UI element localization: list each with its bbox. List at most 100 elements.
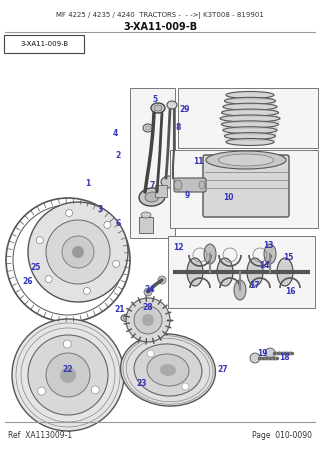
FancyBboxPatch shape <box>155 185 167 197</box>
Circle shape <box>60 367 76 383</box>
Text: 14: 14 <box>259 260 269 270</box>
Text: 29: 29 <box>180 106 190 115</box>
Text: 10: 10 <box>223 193 233 202</box>
Text: 2: 2 <box>116 150 121 159</box>
Ellipse shape <box>220 115 280 122</box>
Circle shape <box>147 350 154 357</box>
Ellipse shape <box>221 109 278 116</box>
Ellipse shape <box>121 334 215 406</box>
Ellipse shape <box>221 121 278 128</box>
Ellipse shape <box>226 139 274 145</box>
Circle shape <box>265 348 275 358</box>
Text: 16: 16 <box>285 288 295 297</box>
Text: 1: 1 <box>85 178 91 188</box>
Text: 13: 13 <box>263 241 273 250</box>
Text: 3: 3 <box>97 206 103 215</box>
Bar <box>130 88 175 238</box>
Circle shape <box>62 236 94 268</box>
Text: 6: 6 <box>116 218 121 227</box>
Ellipse shape <box>247 258 263 286</box>
Text: 26: 26 <box>23 278 33 286</box>
Text: 18: 18 <box>279 353 289 362</box>
Text: Page  010-0090: Page 010-0090 <box>252 430 312 439</box>
Text: 8: 8 <box>175 124 181 132</box>
Ellipse shape <box>134 344 202 396</box>
Circle shape <box>182 383 189 390</box>
Text: MF 4225 / 4235 / 4240  TRACTORS -  - ->| K3T008 - 819901: MF 4225 / 4235 / 4240 TRACTORS - - ->| K… <box>56 12 264 19</box>
Ellipse shape <box>174 180 182 190</box>
Ellipse shape <box>223 127 277 134</box>
Circle shape <box>63 340 71 348</box>
Ellipse shape <box>187 258 203 286</box>
FancyBboxPatch shape <box>174 178 206 192</box>
Ellipse shape <box>121 314 131 322</box>
Circle shape <box>142 314 154 326</box>
Ellipse shape <box>223 103 277 110</box>
Text: 3-XA11-009-B: 3-XA11-009-B <box>123 22 197 32</box>
Ellipse shape <box>225 97 276 104</box>
Text: 22: 22 <box>63 366 73 375</box>
Circle shape <box>134 306 162 334</box>
Text: 24: 24 <box>145 285 155 294</box>
Ellipse shape <box>234 280 246 300</box>
Ellipse shape <box>139 188 165 206</box>
Circle shape <box>46 353 90 397</box>
Ellipse shape <box>199 181 205 189</box>
Text: 21: 21 <box>115 305 125 314</box>
Ellipse shape <box>219 154 274 166</box>
Circle shape <box>113 260 120 267</box>
Ellipse shape <box>277 258 293 286</box>
Circle shape <box>46 220 110 284</box>
Circle shape <box>144 288 152 296</box>
Ellipse shape <box>161 176 177 188</box>
Text: 27: 27 <box>218 366 228 375</box>
Ellipse shape <box>146 126 150 130</box>
Bar <box>168 236 315 308</box>
Circle shape <box>91 386 99 394</box>
Circle shape <box>12 319 124 431</box>
Ellipse shape <box>204 244 216 264</box>
Ellipse shape <box>225 133 276 140</box>
Ellipse shape <box>217 258 233 286</box>
Ellipse shape <box>167 101 177 109</box>
Ellipse shape <box>141 212 151 218</box>
Circle shape <box>250 353 260 363</box>
Text: 19: 19 <box>257 350 267 358</box>
Text: 4: 4 <box>112 129 118 138</box>
Text: 28: 28 <box>143 304 153 313</box>
Circle shape <box>45 276 52 283</box>
Text: 25: 25 <box>31 264 41 273</box>
Circle shape <box>28 202 128 302</box>
Ellipse shape <box>226 92 274 98</box>
Ellipse shape <box>145 192 159 202</box>
Bar <box>170 150 318 228</box>
Text: 3-XA11-009-B: 3-XA11-009-B <box>20 41 68 47</box>
Text: 12: 12 <box>173 244 183 252</box>
Circle shape <box>72 246 84 258</box>
FancyBboxPatch shape <box>139 217 153 233</box>
Circle shape <box>36 236 43 244</box>
Ellipse shape <box>147 354 189 386</box>
Bar <box>178 88 318 148</box>
Circle shape <box>37 387 45 395</box>
FancyBboxPatch shape <box>4 35 84 53</box>
Ellipse shape <box>124 316 129 320</box>
Circle shape <box>158 276 166 284</box>
Ellipse shape <box>206 151 286 169</box>
Circle shape <box>84 288 90 294</box>
Text: 17: 17 <box>249 280 259 289</box>
Circle shape <box>126 298 170 342</box>
Text: 11: 11 <box>193 158 203 167</box>
Ellipse shape <box>264 244 276 264</box>
Text: 7: 7 <box>149 180 155 189</box>
Ellipse shape <box>151 103 165 113</box>
Circle shape <box>66 209 73 217</box>
FancyBboxPatch shape <box>203 155 289 217</box>
Text: Ref  XA113009-1: Ref XA113009-1 <box>8 430 72 439</box>
Ellipse shape <box>143 124 153 132</box>
Text: 23: 23 <box>137 379 147 387</box>
Text: 5: 5 <box>152 96 157 105</box>
Ellipse shape <box>160 364 176 376</box>
Circle shape <box>104 222 111 228</box>
Ellipse shape <box>154 105 162 111</box>
